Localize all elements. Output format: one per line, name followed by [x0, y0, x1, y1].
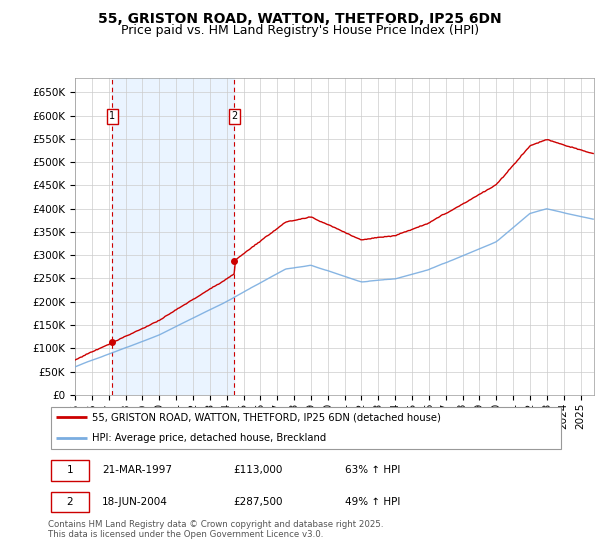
- Text: 55, GRISTON ROAD, WATTON, THETFORD, IP25 6DN (detached house): 55, GRISTON ROAD, WATTON, THETFORD, IP25…: [92, 412, 441, 422]
- Bar: [112, 78, 235, 395]
- Text: 63% ↑ HPI: 63% ↑ HPI: [344, 465, 400, 475]
- Text: £287,500: £287,500: [234, 497, 283, 507]
- Text: 18-JUN-2004: 18-JUN-2004: [102, 497, 168, 507]
- Text: 2: 2: [67, 497, 73, 507]
- Text: 2: 2: [231, 111, 238, 122]
- Text: 21-MAR-1997: 21-MAR-1997: [102, 465, 172, 475]
- FancyBboxPatch shape: [50, 460, 89, 480]
- FancyBboxPatch shape: [50, 492, 89, 512]
- Text: HPI: Average price, detached house, Breckland: HPI: Average price, detached house, Brec…: [92, 433, 326, 444]
- Text: Price paid vs. HM Land Registry's House Price Index (HPI): Price paid vs. HM Land Registry's House …: [121, 24, 479, 37]
- Text: 55, GRISTON ROAD, WATTON, THETFORD, IP25 6DN: 55, GRISTON ROAD, WATTON, THETFORD, IP25…: [98, 12, 502, 26]
- FancyBboxPatch shape: [50, 407, 562, 449]
- Text: 49% ↑ HPI: 49% ↑ HPI: [344, 497, 400, 507]
- Text: 1: 1: [109, 111, 115, 122]
- Text: 1: 1: [67, 465, 73, 475]
- Text: £113,000: £113,000: [234, 465, 283, 475]
- Text: Contains HM Land Registry data © Crown copyright and database right 2025.
This d: Contains HM Land Registry data © Crown c…: [48, 520, 383, 539]
